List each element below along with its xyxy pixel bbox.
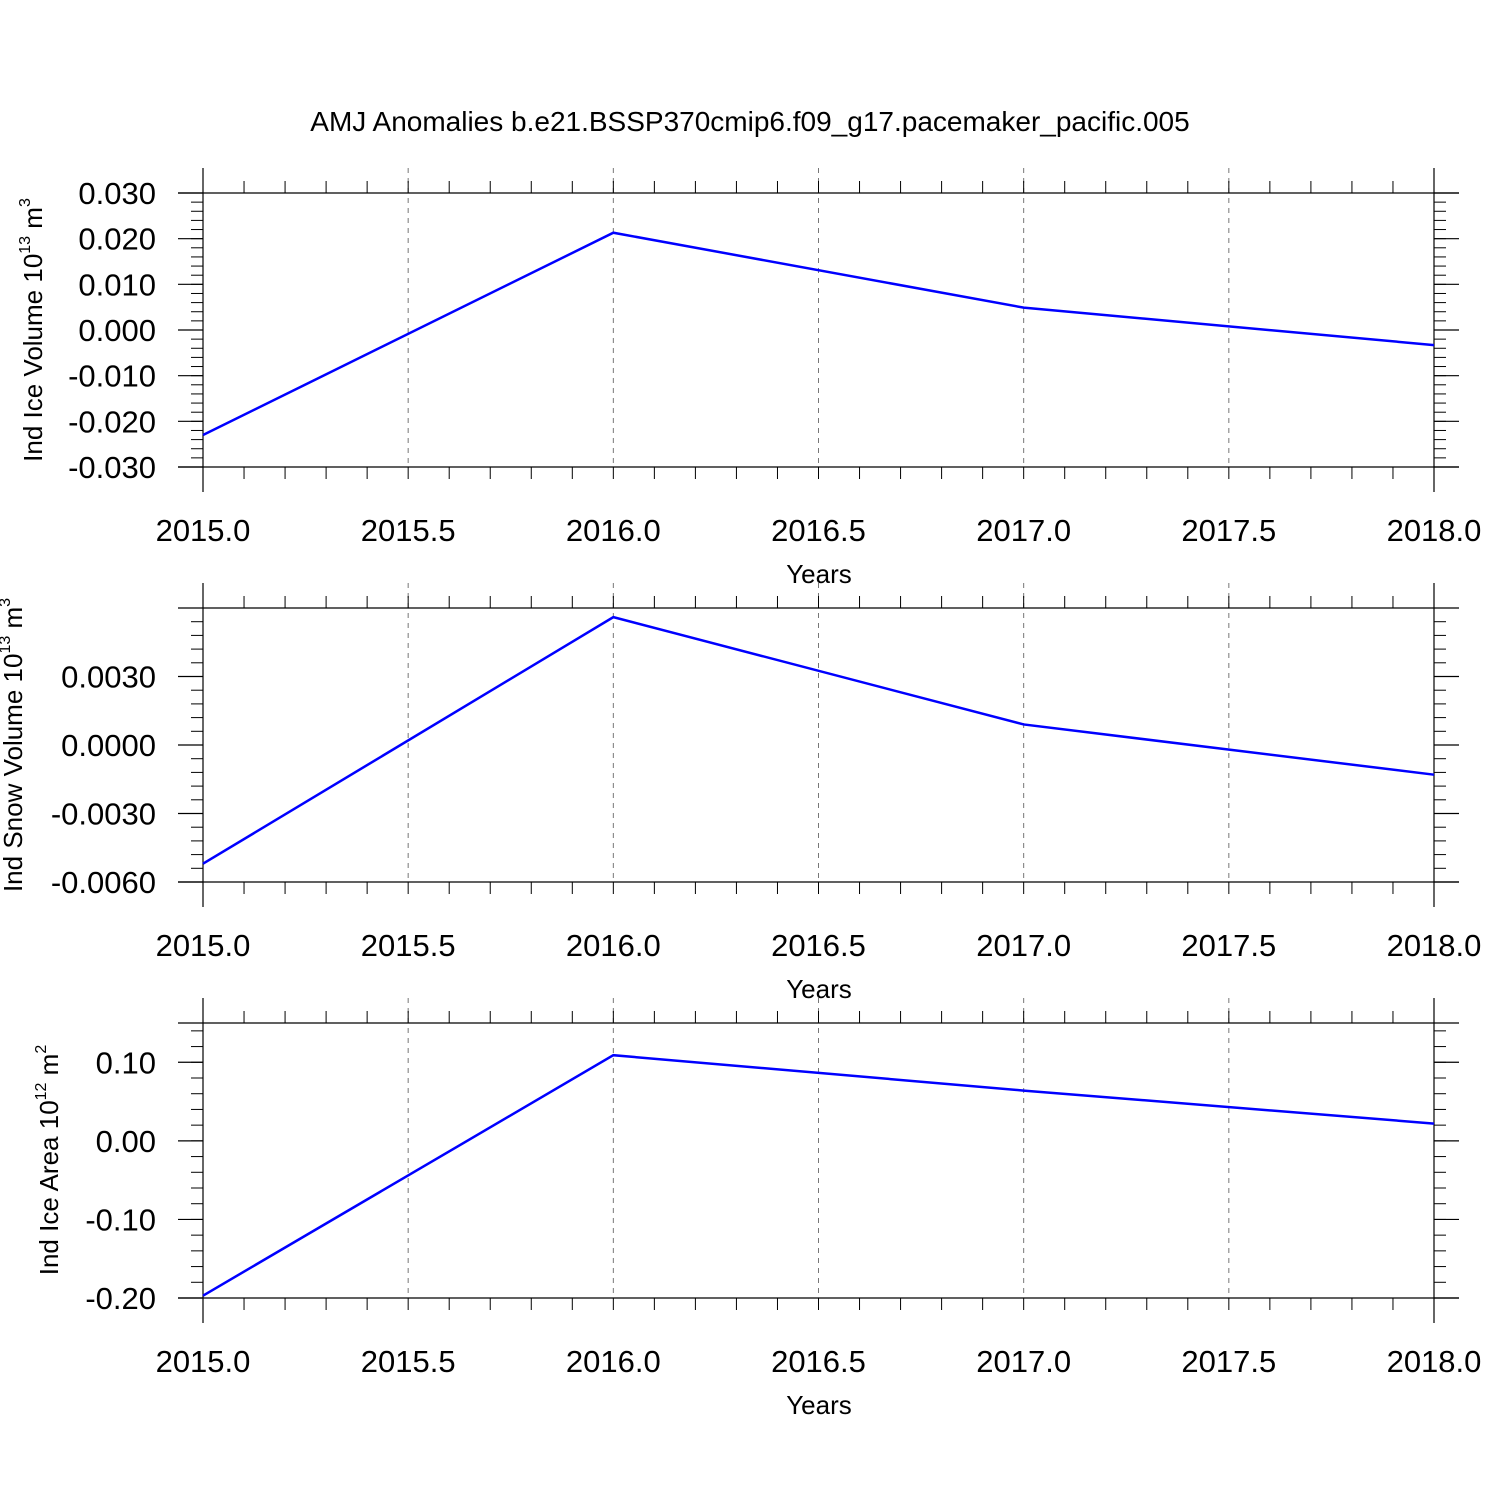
y-label-unit-exponent: 3 xyxy=(0,598,14,607)
y-tick-label: -0.030 xyxy=(68,450,156,485)
x-tick-label: 2017.5 xyxy=(1181,928,1276,963)
x-tick-label: 2016.0 xyxy=(566,1344,661,1379)
y-label-exponent: 13 xyxy=(0,636,14,654)
y-tick-label: 0.000 xyxy=(78,313,156,348)
y-label-main: Ind Ice Area 10 xyxy=(34,1100,64,1275)
series-line xyxy=(202,231,1435,437)
y-axis-label: Ind Ice Area 1012 m2 xyxy=(33,1045,64,1276)
panel-1: 2015.0 2015.5 2016.0 2016.5 2017.0 2017.5 2018… xyxy=(17,168,1481,589)
x-tick-label: 2018.0 xyxy=(1387,928,1482,963)
y-tick-label: 0.030 xyxy=(78,176,156,211)
y-label-exponent: 12 xyxy=(33,1082,50,1100)
y-label-main: Ind Ice Volume 10 xyxy=(18,254,48,462)
y-label-unit: m xyxy=(18,207,48,236)
y-tick-label: 0.0030 xyxy=(61,660,156,695)
x-tick-label: 2015.0 xyxy=(156,928,251,963)
x-axis-label: Years xyxy=(786,1390,852,1420)
x-tick-label: 2016.0 xyxy=(566,928,661,963)
x-tick-label: 2017.0 xyxy=(976,928,1071,963)
y-tick-label: -0.020 xyxy=(68,404,156,439)
y-tick-label: 0.00 xyxy=(96,1124,156,1159)
y-label-unit-exponent: 2 xyxy=(33,1045,50,1054)
x-tick-label: 2015.0 xyxy=(156,1344,251,1379)
y-tick-label: -0.0060 xyxy=(51,865,156,900)
y-axis-label: Ind Ice Volume 1013 m3 xyxy=(17,198,48,462)
series-line xyxy=(202,615,1435,865)
x-tick-label: 2015.5 xyxy=(361,1344,456,1379)
y-axis-label: Ind Snow Volume 1013 m3 xyxy=(0,598,28,892)
series-line xyxy=(202,1053,1435,1297)
x-tick-label: 2017.5 xyxy=(1181,1344,1276,1379)
x-tick-label: 2017.0 xyxy=(976,513,1071,548)
y-tick-label: 0.10 xyxy=(96,1045,156,1080)
y-tick-label: 0.020 xyxy=(78,222,156,257)
x-tick-label: 2016.0 xyxy=(566,513,661,548)
x-tick-label: 2015.5 xyxy=(361,928,456,963)
y-tick-label: 0.010 xyxy=(78,267,156,302)
x-tick-label: 2015.5 xyxy=(361,513,456,548)
x-tick-label: 2017.5 xyxy=(1181,513,1276,548)
y-label-main: Ind Snow Volume 10 xyxy=(0,654,28,893)
x-tick-label: 2018.0 xyxy=(1387,1344,1482,1379)
figure-title: AMJ Anomalies b.e21.BSSP370cmip6.f09_g17… xyxy=(310,106,1189,137)
panel-3: 2015.0 2015.5 2016.0 2016.5 2017.0 2017.5 2018… xyxy=(33,998,1481,1420)
y-label-unit: m xyxy=(0,607,28,636)
x-tick-label: 2015.0 xyxy=(156,513,251,548)
x-tick-label: 2016.5 xyxy=(771,928,866,963)
x-tick-label: 2018.0 xyxy=(1387,513,1482,548)
panel-2: 2015.0 2015.5 2016.0 2016.5 2017.0 2017.5 2018… xyxy=(0,583,1481,1004)
y-tick-label: -0.10 xyxy=(85,1202,156,1237)
plots: 2015.0 2015.5 2016.0 2016.5 2017.0 2017.5 2018… xyxy=(0,168,1481,1420)
x-tick-label: 2016.5 xyxy=(771,1344,866,1379)
y-tick-label: -0.20 xyxy=(85,1281,156,1316)
y-tick-label: -0.010 xyxy=(68,359,156,394)
y-label-unit-exponent: 3 xyxy=(17,198,34,207)
y-tick-label: 0.0000 xyxy=(61,728,156,763)
y-label-unit: m xyxy=(34,1054,64,1083)
y-label-exponent: 13 xyxy=(17,236,34,254)
y-tick-label: -0.0030 xyxy=(51,797,156,832)
x-tick-label: 2017.0 xyxy=(976,1344,1071,1379)
x-tick-label: 2016.5 xyxy=(771,513,866,548)
